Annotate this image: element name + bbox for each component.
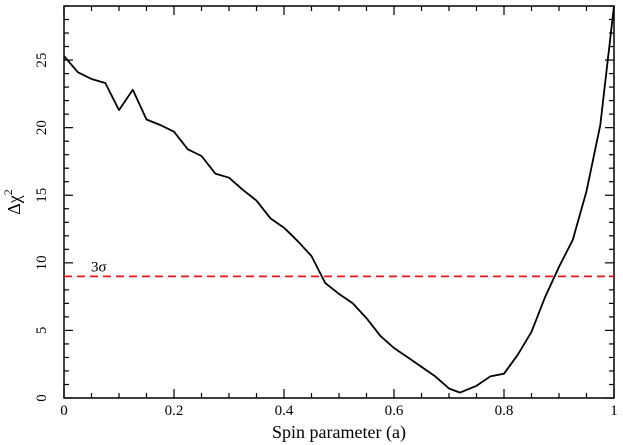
series-layer — [63, 5, 615, 394]
y-axis-label: Δχ2 — [1, 189, 24, 215]
y-tick-label: 5 — [34, 327, 50, 335]
y-tick-label: 10 — [34, 255, 50, 270]
y-tick-label: 25 — [34, 53, 50, 68]
x-tick-label: 0.6 — [385, 403, 404, 419]
y-tick-label: 15 — [34, 188, 50, 203]
y-axis-label-superscript: 2 — [1, 189, 15, 195]
x-axis-label: Spin parameter (a) — [272, 422, 406, 443]
y-tick-label: 20 — [34, 120, 50, 135]
reference-line-label: 3σ — [91, 259, 107, 275]
x-tick-label: 0.8 — [495, 403, 514, 419]
plot-frame — [63, 5, 615, 399]
x-tick-label: 1 — [610, 403, 618, 419]
y-axis-label-main: Δχ — [4, 195, 24, 215]
x-tick-label: 0 — [60, 403, 68, 419]
x-tick-label: 0.4 — [275, 403, 294, 419]
plot-area — [63, 5, 615, 399]
y-axis-ticks: 0 5 10 15 20 25 — [34, 5, 614, 402]
y-tick-label: 0 — [34, 394, 50, 402]
x-axis-ticks: 0 0.2 0.4 0.6 0.8 1 — [60, 6, 618, 419]
series-line — [63, 5, 615, 394]
x-tick-label: 0.2 — [165, 403, 184, 419]
